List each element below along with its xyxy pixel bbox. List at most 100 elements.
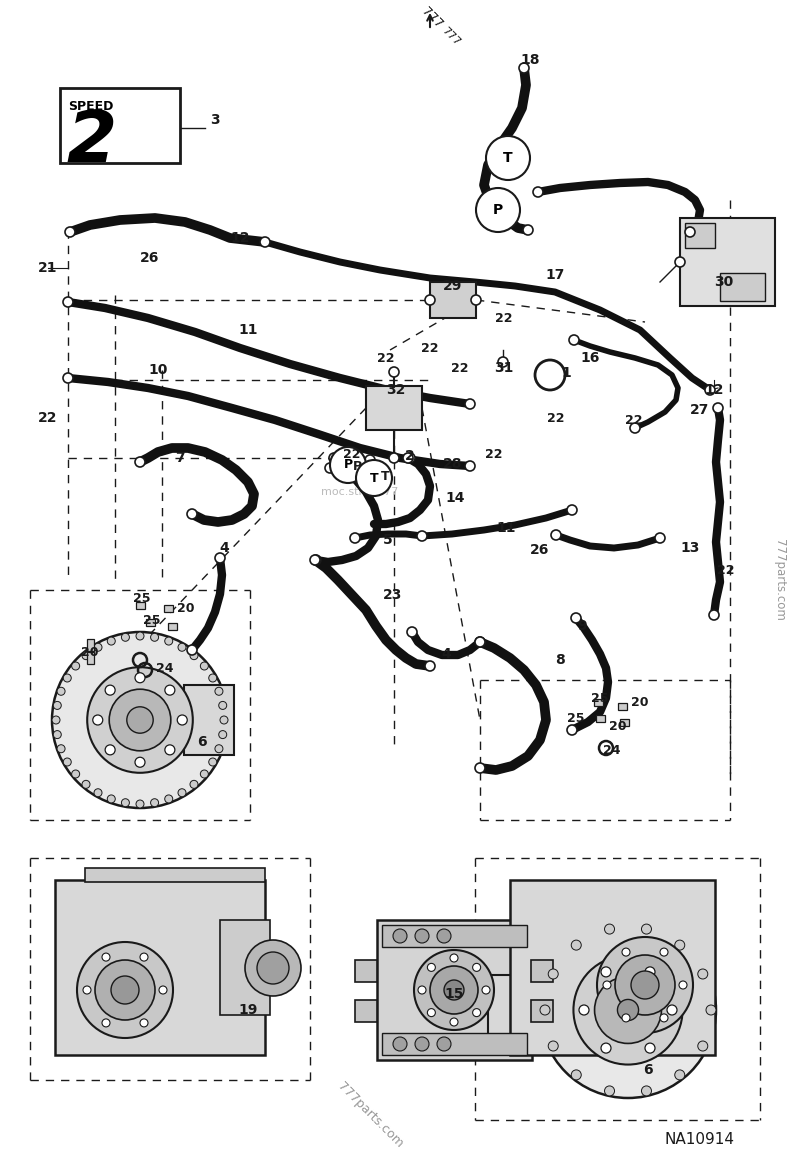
- Circle shape: [311, 556, 321, 565]
- Circle shape: [437, 929, 451, 943]
- Circle shape: [150, 799, 158, 806]
- Circle shape: [482, 986, 490, 994]
- FancyBboxPatch shape: [531, 960, 553, 982]
- Circle shape: [594, 976, 662, 1043]
- Circle shape: [215, 744, 223, 752]
- Circle shape: [551, 530, 561, 540]
- Circle shape: [178, 789, 186, 797]
- Circle shape: [437, 1037, 451, 1051]
- Circle shape: [52, 632, 228, 808]
- Circle shape: [165, 686, 175, 695]
- FancyBboxPatch shape: [531, 1000, 553, 1022]
- FancyBboxPatch shape: [86, 652, 94, 665]
- Circle shape: [415, 1037, 429, 1051]
- Circle shape: [165, 638, 173, 645]
- Circle shape: [209, 674, 217, 682]
- Circle shape: [618, 1000, 638, 1021]
- Circle shape: [475, 638, 485, 647]
- Circle shape: [260, 237, 270, 247]
- Circle shape: [200, 770, 208, 778]
- Circle shape: [109, 689, 171, 751]
- Text: 22: 22: [718, 564, 734, 577]
- FancyBboxPatch shape: [594, 699, 602, 706]
- Text: 1: 1: [561, 366, 571, 380]
- Circle shape: [215, 687, 223, 695]
- Circle shape: [615, 955, 675, 1015]
- Circle shape: [706, 1006, 716, 1015]
- Text: 26: 26: [530, 543, 550, 557]
- Circle shape: [111, 976, 139, 1004]
- Circle shape: [642, 924, 651, 934]
- Text: 22: 22: [626, 414, 642, 427]
- FancyBboxPatch shape: [488, 975, 540, 1045]
- Text: T: T: [381, 470, 390, 483]
- Text: 17: 17: [546, 268, 565, 282]
- Text: 5: 5: [383, 533, 393, 547]
- Circle shape: [403, 454, 413, 463]
- Text: 25: 25: [567, 711, 585, 724]
- Text: 4: 4: [441, 647, 451, 661]
- Circle shape: [430, 966, 478, 1014]
- Circle shape: [107, 638, 115, 645]
- FancyBboxPatch shape: [146, 619, 154, 626]
- Text: 20: 20: [631, 695, 649, 709]
- Text: NA10914: NA10914: [665, 1132, 735, 1147]
- Circle shape: [567, 725, 577, 735]
- Circle shape: [498, 357, 508, 367]
- Circle shape: [165, 745, 175, 755]
- Circle shape: [679, 981, 687, 989]
- Text: 22: 22: [451, 361, 469, 375]
- FancyBboxPatch shape: [135, 601, 145, 608]
- Text: 18: 18: [520, 53, 540, 67]
- Circle shape: [393, 929, 407, 943]
- Text: 12: 12: [704, 383, 724, 397]
- Circle shape: [519, 63, 529, 73]
- Text: 16: 16: [580, 350, 600, 364]
- Text: 11: 11: [496, 522, 516, 534]
- FancyBboxPatch shape: [680, 218, 775, 306]
- FancyBboxPatch shape: [220, 920, 270, 1015]
- Circle shape: [548, 969, 558, 979]
- Circle shape: [105, 686, 115, 695]
- Circle shape: [220, 716, 228, 724]
- Circle shape: [102, 1018, 110, 1027]
- Circle shape: [427, 963, 435, 972]
- Circle shape: [685, 227, 695, 237]
- FancyBboxPatch shape: [618, 702, 626, 709]
- Text: SPEED: SPEED: [68, 100, 114, 113]
- Text: 15: 15: [444, 987, 464, 1001]
- FancyBboxPatch shape: [377, 920, 532, 1059]
- Circle shape: [93, 715, 102, 725]
- Circle shape: [107, 795, 115, 803]
- Text: 777parts.com: 777parts.com: [774, 539, 786, 621]
- Circle shape: [63, 373, 73, 383]
- Text: P: P: [353, 459, 362, 472]
- Circle shape: [645, 1043, 655, 1054]
- Text: 6: 6: [643, 1063, 653, 1077]
- Circle shape: [135, 673, 145, 683]
- Circle shape: [77, 942, 173, 1038]
- Text: 20: 20: [610, 720, 626, 732]
- Circle shape: [105, 745, 115, 755]
- Text: 21: 21: [38, 261, 58, 275]
- Text: 25: 25: [134, 592, 150, 605]
- Circle shape: [310, 556, 320, 565]
- Circle shape: [218, 701, 226, 709]
- Circle shape: [476, 188, 520, 232]
- Circle shape: [136, 800, 144, 808]
- Circle shape: [54, 730, 62, 738]
- FancyBboxPatch shape: [355, 960, 377, 982]
- Text: 9: 9: [577, 619, 587, 633]
- Circle shape: [540, 922, 716, 1098]
- FancyBboxPatch shape: [163, 605, 173, 612]
- Circle shape: [140, 953, 148, 961]
- Circle shape: [605, 924, 614, 934]
- Circle shape: [178, 643, 186, 652]
- Circle shape: [329, 454, 339, 463]
- Circle shape: [675, 257, 685, 267]
- Text: 31: 31: [494, 361, 514, 375]
- Text: 19: 19: [238, 1003, 258, 1017]
- Circle shape: [200, 662, 208, 670]
- Circle shape: [159, 986, 167, 994]
- FancyBboxPatch shape: [86, 639, 94, 650]
